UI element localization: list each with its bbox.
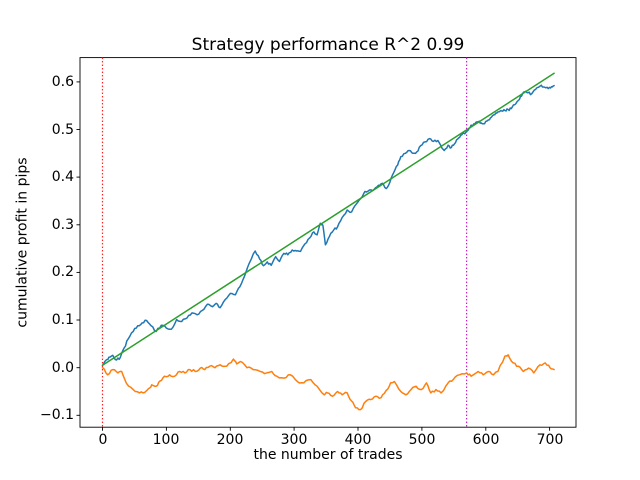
x-tick-label: 400 [344,432,372,448]
y-tick-label: −0.1 [40,407,74,423]
series-linear-fit-green [101,72,555,367]
plot-border [79,57,577,428]
x-tick-label: 300 [280,432,308,448]
y-tick-label: 0.5 [51,122,74,138]
y-tick-label: 0.0 [51,360,74,376]
x-tick-label: 600 [472,432,500,448]
y-tick-label: 0.2 [51,264,74,280]
series-cumulative-profit-blue [101,84,555,367]
x-tick-label: 100 [152,432,180,448]
chart-title: Strategy performance R^2 0.99 [191,35,465,55]
series-residual-orange [101,354,555,411]
x-tick-label: 500 [408,432,436,448]
y-tick-label: 0.6 [51,74,74,90]
x-tick-label: 700 [536,432,564,448]
x-tick-label: 200 [216,432,244,448]
x-tick-label: 0 [98,432,108,448]
y-tick-label: 0.3 [51,217,74,233]
y-tick-label: 0.1 [51,312,74,328]
y-tick-label: 0.4 [51,169,74,185]
x-axis-label: the number of trades [253,447,403,463]
